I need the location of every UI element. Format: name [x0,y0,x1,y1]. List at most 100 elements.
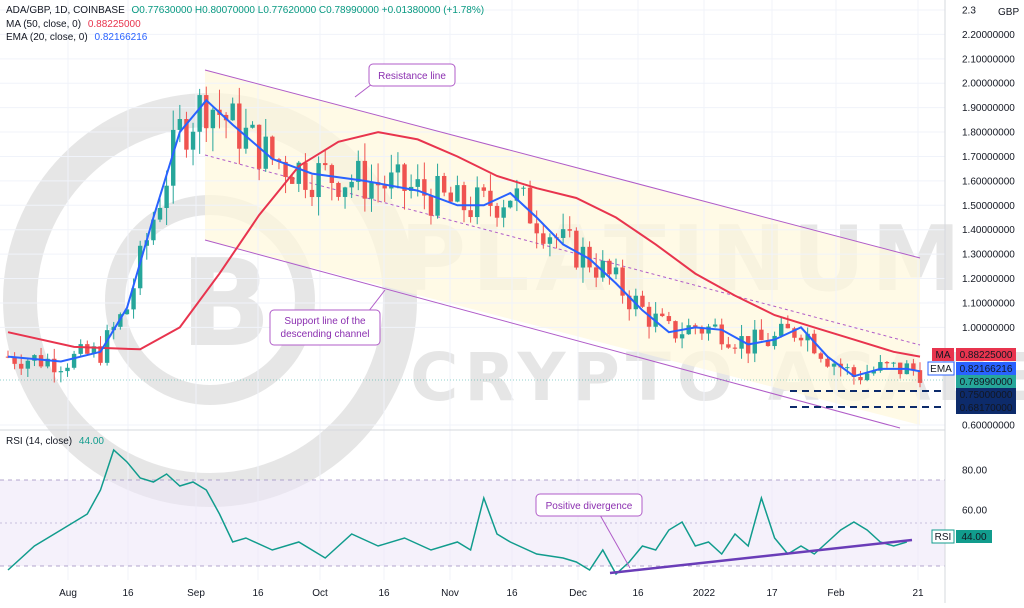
ma-legend[interactable]: MA (50, close, 0) 0.88225000 [6,18,145,31]
price-tick-0: 2.3 [962,6,976,17]
price-tick-6: 1.70000000 [962,152,1015,163]
candle-128 [851,364,857,385]
rsi-legend-label: RSI (14, close) [6,436,73,447]
candle-45 [303,153,308,199]
time-tick-9: 16 [632,588,644,599]
ema-20-line [7,98,921,378]
price-axis: 2.3 2.20000000 2.10000000 2.00000000 1.90000… [962,6,1015,432]
candle-79 [527,180,533,224]
candle-76 [508,200,513,209]
price-tick-3: 2.00000000 [962,79,1015,90]
time-tick-0: Aug [59,588,77,599]
candle-53 [356,150,361,191]
price-tick-2: 2.10000000 [962,54,1015,65]
rsi-legend-value: 44.00 [78,436,104,447]
ma-50-line [7,131,921,358]
s1-tag-value: 0.75000000 [960,390,1013,401]
ma-legend-label: MA (50, close, 0) [6,19,82,30]
price-grid [0,0,945,580]
candle-46 [309,174,315,207]
candle-88 [587,241,592,273]
price-tick-10: 1.30000000 [962,250,1015,261]
candle-81 [541,224,546,249]
candle-57 [382,175,387,203]
candle-107 [712,318,718,328]
candle-50 [336,181,341,201]
divergence-line[interactable] [609,538,913,575]
candle-35 [237,87,242,165]
resistance-line[interactable] [204,69,921,259]
candle-73 [488,174,493,217]
time-tick-11: 17 [766,588,778,599]
candle-92 [613,258,619,280]
support-label-1: Support line of the [284,316,366,327]
candle-68 [455,175,460,203]
close-tag-value: 0.78990000 [960,377,1013,388]
candle-31 [210,107,216,152]
candle-10 [71,350,77,370]
symbol-label: ADA/GBP, 1D, COINBASE [6,5,125,16]
price-tick-13: 1.00000000 [962,323,1015,334]
time-tick-7: 16 [506,588,518,599]
candle-120 [798,334,804,347]
divergence-annotation[interactable]: Positive divergence [535,493,643,569]
candle-7 [52,348,57,383]
price-tick-4: 1.90000000 [962,103,1015,114]
candle-125 [831,360,837,376]
time-tick-8: Dec [569,588,587,599]
candle-74 [494,202,500,227]
candle-108 [719,318,724,350]
rsi-band [0,480,945,566]
candle-90 [600,250,605,282]
resistance-annotation[interactable]: Resistance line [354,63,456,98]
candle-29 [197,88,202,154]
candle-113 [752,319,757,363]
support-label-2: descending channel [281,329,370,340]
candle-114 [759,319,764,341]
candle-63 [422,162,427,210]
candle-15 [104,324,110,366]
candle-138 [917,362,923,388]
time-tick-1: 16 [122,588,134,599]
candle-9 [65,363,70,377]
rsi-legend[interactable]: RSI (14, close) 44.00 [6,435,108,448]
candle-70 [468,196,473,223]
candle-137 [911,358,916,376]
price-tick-8: 1.50000000 [962,201,1015,212]
ema-tag-value: 0.82166216 [960,364,1013,375]
time-tick-13: 21 [912,588,924,599]
candle-55 [369,164,374,212]
rsi-tick-1: 60.00 [962,506,987,517]
candle-13 [91,342,97,358]
candle-82 [547,233,553,257]
candle-84 [560,213,566,245]
candle-77 [514,179,520,212]
price-tick-5: 1.80000000 [962,128,1015,139]
candle-129 [858,370,863,385]
candle-51 [342,186,348,209]
symbol-header[interactable]: ADA/GBP, 1D, COINBASE O0.77630000 H0.800… [6,4,488,17]
rsi-line [7,448,908,576]
candle-96 [640,290,645,308]
candle-123 [818,351,824,363]
time-tick-10: 2022 [693,588,716,599]
time-tick-4: Oct [312,588,328,599]
time-tick-6: Nov [441,588,459,599]
rsi-value-tag: RSI 44.00 [931,529,992,544]
rsi-axis: 80.00 60.00 [962,466,987,517]
ema-legend[interactable]: EMA (20, close, 0) 0.82166216 [6,31,151,44]
resistance-label: Resistance line [378,71,446,82]
time-tick-2: Sep [187,588,205,599]
candle-102 [679,322,685,349]
time-tick-12: Feb [827,588,845,599]
support-annotation[interactable]: Support line of the descending channel [269,289,386,346]
candle-119 [792,326,797,342]
candle-42 [283,155,288,194]
candle-117 [779,316,784,338]
ma-tag-name: MA [936,350,951,361]
time-axis: Aug 16 Sep 16 Oct 16 Nov 16 Dec 16 2022 17 Feb 21 [59,588,924,599]
support-line[interactable] [204,239,901,429]
candle-59 [395,152,401,189]
